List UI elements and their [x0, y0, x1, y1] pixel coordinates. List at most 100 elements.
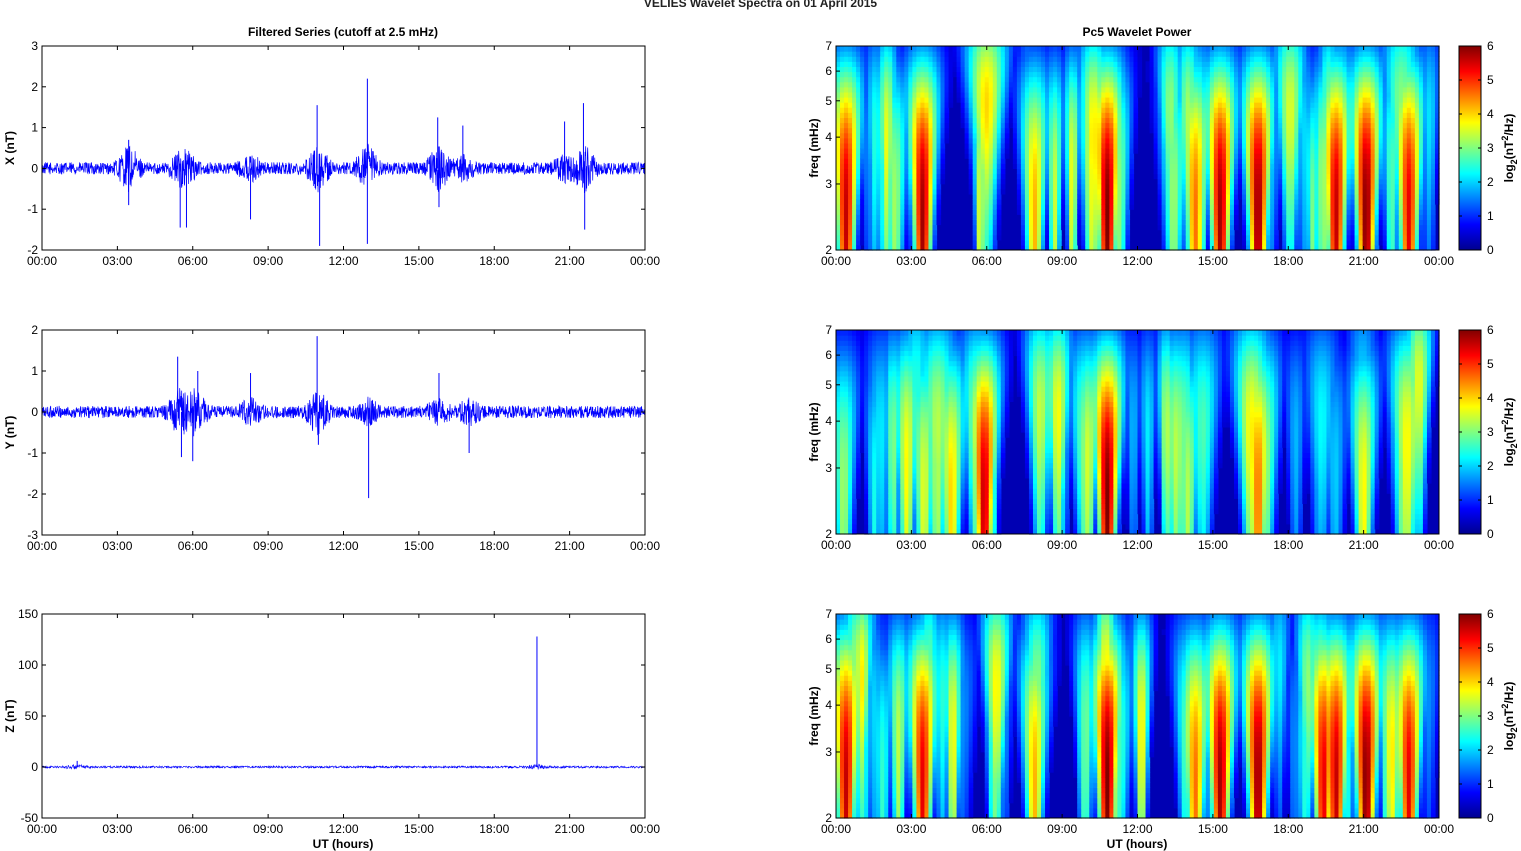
spectrogram-cell [1081, 117, 1086, 124]
spectrogram-cell [1037, 46, 1042, 52]
spectrogram-cell [1165, 183, 1171, 190]
spectrogram-cell [940, 132, 946, 139]
spectrogram-cell [1246, 224, 1251, 231]
spectrogram-cell [1020, 122, 1026, 129]
spectrogram-cell [1065, 183, 1070, 190]
spectrogram-cell [1097, 183, 1102, 190]
spectrogram-cell [1302, 219, 1307, 226]
spectrogram-cell [1290, 102, 1295, 108]
spectrogram-cell [1362, 142, 1368, 149]
spectrogram-cell [1149, 86, 1155, 93]
spectrogram-cell [1057, 81, 1062, 88]
spectrogram-cell [904, 219, 909, 226]
spectrogram-cell [868, 56, 873, 62]
spectrogram-cell [1294, 173, 1299, 180]
spectrogram-cell [948, 71, 954, 78]
spectrogram-cell [1350, 153, 1356, 159]
spectrogram-cell [1201, 219, 1207, 226]
spectrogram-cell [1101, 132, 1106, 139]
spectrogram-cell [948, 97, 954, 103]
spectrogram-cell [1242, 112, 1247, 118]
spectrogram-cell [972, 46, 978, 52]
spectrogram-cell [1028, 183, 1034, 190]
spectrogram-cell [1242, 163, 1247, 169]
spectrogram-cell [1161, 86, 1167, 93]
spectrogram-cell [1278, 173, 1283, 180]
spectrogram-cell [932, 142, 938, 149]
spectrogram-cell [1294, 168, 1299, 175]
spectrogram-cell [1093, 56, 1098, 62]
spectrogram-cell [864, 173, 869, 180]
spectrogram-cell [1274, 199, 1279, 205]
spectrogram-cell [1346, 158, 1352, 164]
spectrogram-cell [1000, 86, 1006, 93]
spectrogram-cell [972, 97, 978, 103]
spectrogram-cell [1350, 163, 1356, 169]
spectrogram-cell [1193, 219, 1199, 226]
spectrogram-cell [900, 132, 905, 139]
spectrogram-cell [1089, 193, 1094, 200]
spectrogram-cell [1254, 219, 1259, 226]
spectrogram-cell [864, 56, 869, 62]
spectrogram-cell [868, 209, 873, 215]
spectrogram-cell [1354, 158, 1360, 164]
spectrogram-cell [904, 153, 909, 159]
spectrogram-cell [1193, 107, 1199, 113]
spectrogram-cell [868, 51, 873, 57]
spectrogram-cell [1342, 91, 1348, 98]
spectrogram-cell [840, 46, 845, 52]
spectrogram-cell [1201, 204, 1207, 210]
spectrogram-cell [1346, 127, 1352, 134]
spectrogram-cell [928, 209, 934, 215]
spectrogram-cell [1334, 173, 1340, 180]
spectrogram-cell [996, 76, 1002, 83]
spectrogram-cell [1041, 244, 1046, 251]
spectrogram-cell [1229, 173, 1235, 180]
spectrogram-cell [980, 219, 986, 226]
spectrogram-cell [988, 127, 994, 134]
spectrogram-cell [1065, 71, 1070, 78]
spectrogram-cell [1057, 46, 1062, 52]
spectrogram-cell [1109, 71, 1114, 78]
spectrogram-cell [1189, 51, 1195, 57]
spectrogram-cell [1238, 153, 1243, 159]
spectrogram-cell [1286, 117, 1291, 124]
spectrogram-cell [932, 214, 938, 220]
spectrogram-cell [1274, 46, 1279, 52]
spectrogram-cell [912, 163, 917, 169]
spectrogram-cell [988, 158, 994, 164]
spectrogram-cell [1362, 204, 1368, 210]
spectrogram-cell [1109, 173, 1114, 180]
spectrogram-cell [1117, 183, 1123, 190]
spectrogram-cell [1274, 137, 1279, 144]
spectrogram-cell [1302, 214, 1307, 220]
spectrogram-cell [1362, 178, 1368, 185]
spectrogram-cell [1250, 102, 1255, 108]
spectrogram-cell [1085, 239, 1090, 246]
spectrogram-cell [972, 137, 978, 144]
spectrogram-cell [1193, 178, 1199, 185]
spectrogram-cell [1334, 127, 1340, 134]
spectrogram-cell [868, 66, 873, 73]
spectrogram-cell [1229, 158, 1235, 164]
spectrogram-cell [1342, 224, 1348, 231]
spectrogram-cell [1004, 61, 1010, 67]
spectrogram-cell [1326, 224, 1332, 231]
spectrogram-cell [1310, 66, 1315, 73]
spectrogram-cell [1338, 224, 1344, 231]
spectrogram-cell [1125, 188, 1131, 195]
spectrogram-cell [1358, 219, 1364, 226]
spectrogram-cell [1028, 137, 1034, 144]
spectrogram-cell [1121, 209, 1127, 215]
spectrogram-cell [952, 46, 958, 52]
spectrogram-cell [1322, 204, 1328, 210]
spectrogram-cell [1045, 224, 1050, 231]
spectrogram-cell [1049, 183, 1054, 190]
spectrogram-cell [1350, 91, 1356, 98]
plot-area [42, 46, 645, 250]
spectrogram-cell [1330, 209, 1336, 215]
spectrogram-cell [1049, 102, 1054, 108]
spectrogram-cell [1209, 168, 1215, 175]
spectrogram-cell [844, 51, 849, 57]
spectrogram-cell [1117, 137, 1123, 144]
